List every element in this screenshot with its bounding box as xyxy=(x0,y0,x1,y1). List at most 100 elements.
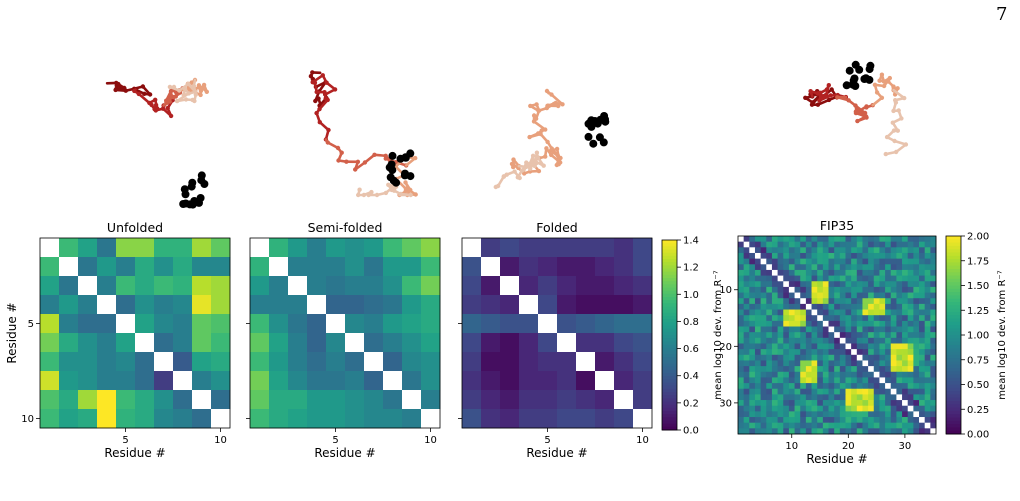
heatmap-cell xyxy=(788,286,795,293)
colorbar-segment xyxy=(946,424,961,428)
heatmap-cell xyxy=(78,257,98,277)
heatmap-cell xyxy=(760,247,767,254)
heatmap-cell xyxy=(930,377,937,384)
heatmap-cell xyxy=(250,371,270,391)
colorbar-segment xyxy=(662,341,677,345)
ligand-atom xyxy=(584,132,593,141)
heatmap-cell xyxy=(766,428,773,435)
heatmap-cell xyxy=(913,400,920,407)
ligand-atom xyxy=(855,65,864,74)
heatmap-cell xyxy=(40,390,60,410)
heatmap-cell xyxy=(777,281,784,288)
heatmap-cell xyxy=(743,371,750,378)
heatmap-cell xyxy=(839,275,846,282)
heatmap-cell xyxy=(890,388,897,395)
colorbar-segment xyxy=(946,259,961,263)
heatmap-cell xyxy=(760,320,767,327)
heatmap-cell xyxy=(777,383,784,390)
heatmap-cell xyxy=(811,411,818,418)
heatmap-cell xyxy=(862,405,869,412)
heatmap-cell xyxy=(817,377,824,384)
heatmap-cell xyxy=(760,275,767,282)
heatmap-cell xyxy=(326,276,346,296)
heatmap-cell xyxy=(873,388,880,395)
heatmap-cell xyxy=(805,371,812,378)
heatmap-cell xyxy=(856,332,863,339)
heatmap-cell xyxy=(902,354,909,361)
heatmap-cell xyxy=(192,333,212,353)
colorbar-segment xyxy=(946,269,961,273)
heatmap-cell xyxy=(851,258,858,265)
heatmap-cell xyxy=(822,320,829,327)
colorbar-segment xyxy=(662,420,677,425)
heatmap-cell xyxy=(913,247,920,254)
heatmap-cell xyxy=(766,354,773,361)
heatmap-cell xyxy=(845,286,852,293)
heatmap-cell xyxy=(890,422,897,429)
heatmap-cell xyxy=(839,303,846,310)
heatmap-cell xyxy=(743,275,750,282)
y-tick-label: 5 xyxy=(28,319,34,330)
heatmap-cell xyxy=(839,343,846,350)
heatmap-cell xyxy=(822,388,829,395)
heatmap-cell xyxy=(885,422,892,429)
colorbar-segment xyxy=(662,262,677,266)
heatmap-cell xyxy=(97,333,117,353)
colorbar-segment xyxy=(662,344,677,349)
heatmap-cell xyxy=(930,275,937,282)
heatmap-cell xyxy=(538,257,558,277)
colorbar-segment xyxy=(662,303,677,307)
heatmap-cell xyxy=(766,269,773,276)
heatmap-cell xyxy=(738,326,745,333)
heatmap-cell xyxy=(834,241,841,248)
heatmap-cell xyxy=(822,309,829,316)
heatmap-cell xyxy=(760,377,767,384)
heatmap-cell xyxy=(902,388,909,395)
heatmap-cell xyxy=(383,314,403,334)
heatmap-cell xyxy=(788,343,795,350)
heatmap-cell xyxy=(805,281,812,288)
ligand-atom xyxy=(388,151,397,160)
heatmap-cell xyxy=(738,371,745,378)
heatmap-cell xyxy=(766,366,773,373)
heatmap-cell xyxy=(421,295,441,315)
heatmap-cell xyxy=(930,411,937,418)
heatmap-cell xyxy=(788,405,795,412)
heatmap-cell xyxy=(326,333,346,353)
heatmap-cell xyxy=(907,281,914,288)
heatmap-cell xyxy=(851,400,858,407)
heatmap-cell xyxy=(749,354,756,361)
heatmap-cell xyxy=(811,241,818,248)
heatmap-cell xyxy=(788,275,795,282)
heatmap-cell xyxy=(834,275,841,282)
heatmap-cell xyxy=(924,417,931,424)
ligand-atom xyxy=(389,176,398,185)
heatmap-cell xyxy=(788,388,795,395)
heatmap-cell xyxy=(890,320,897,327)
heatmap-cell xyxy=(135,390,155,410)
heatmap-cell xyxy=(879,371,886,378)
heatmap-cell xyxy=(754,377,762,384)
heatmap-cell xyxy=(828,343,835,350)
heatmap-cell xyxy=(822,281,829,288)
heatmap-cell xyxy=(851,264,858,271)
heatmap-cell xyxy=(834,400,841,407)
colorbar-segment xyxy=(946,335,961,339)
colorbar-segment xyxy=(946,377,961,382)
heatmap-cell xyxy=(822,428,829,435)
heatmap-cell xyxy=(500,314,520,334)
colorbar-segment xyxy=(662,366,677,371)
heatmap-cell xyxy=(919,417,926,424)
heatmap-cell xyxy=(481,333,501,353)
heatmap-cell xyxy=(402,257,422,277)
heatmap-cell xyxy=(919,405,926,412)
heatmap-cell xyxy=(749,281,756,288)
heatmap-cell xyxy=(794,315,801,322)
colorbar-segment xyxy=(662,426,677,431)
heatmap-cell xyxy=(173,314,193,334)
heatmap-cell xyxy=(890,241,897,248)
heatmap-cell xyxy=(788,394,795,401)
heatmap-cell xyxy=(919,298,926,305)
heatmap-cell xyxy=(519,352,539,372)
heatmap-cell xyxy=(907,292,914,299)
